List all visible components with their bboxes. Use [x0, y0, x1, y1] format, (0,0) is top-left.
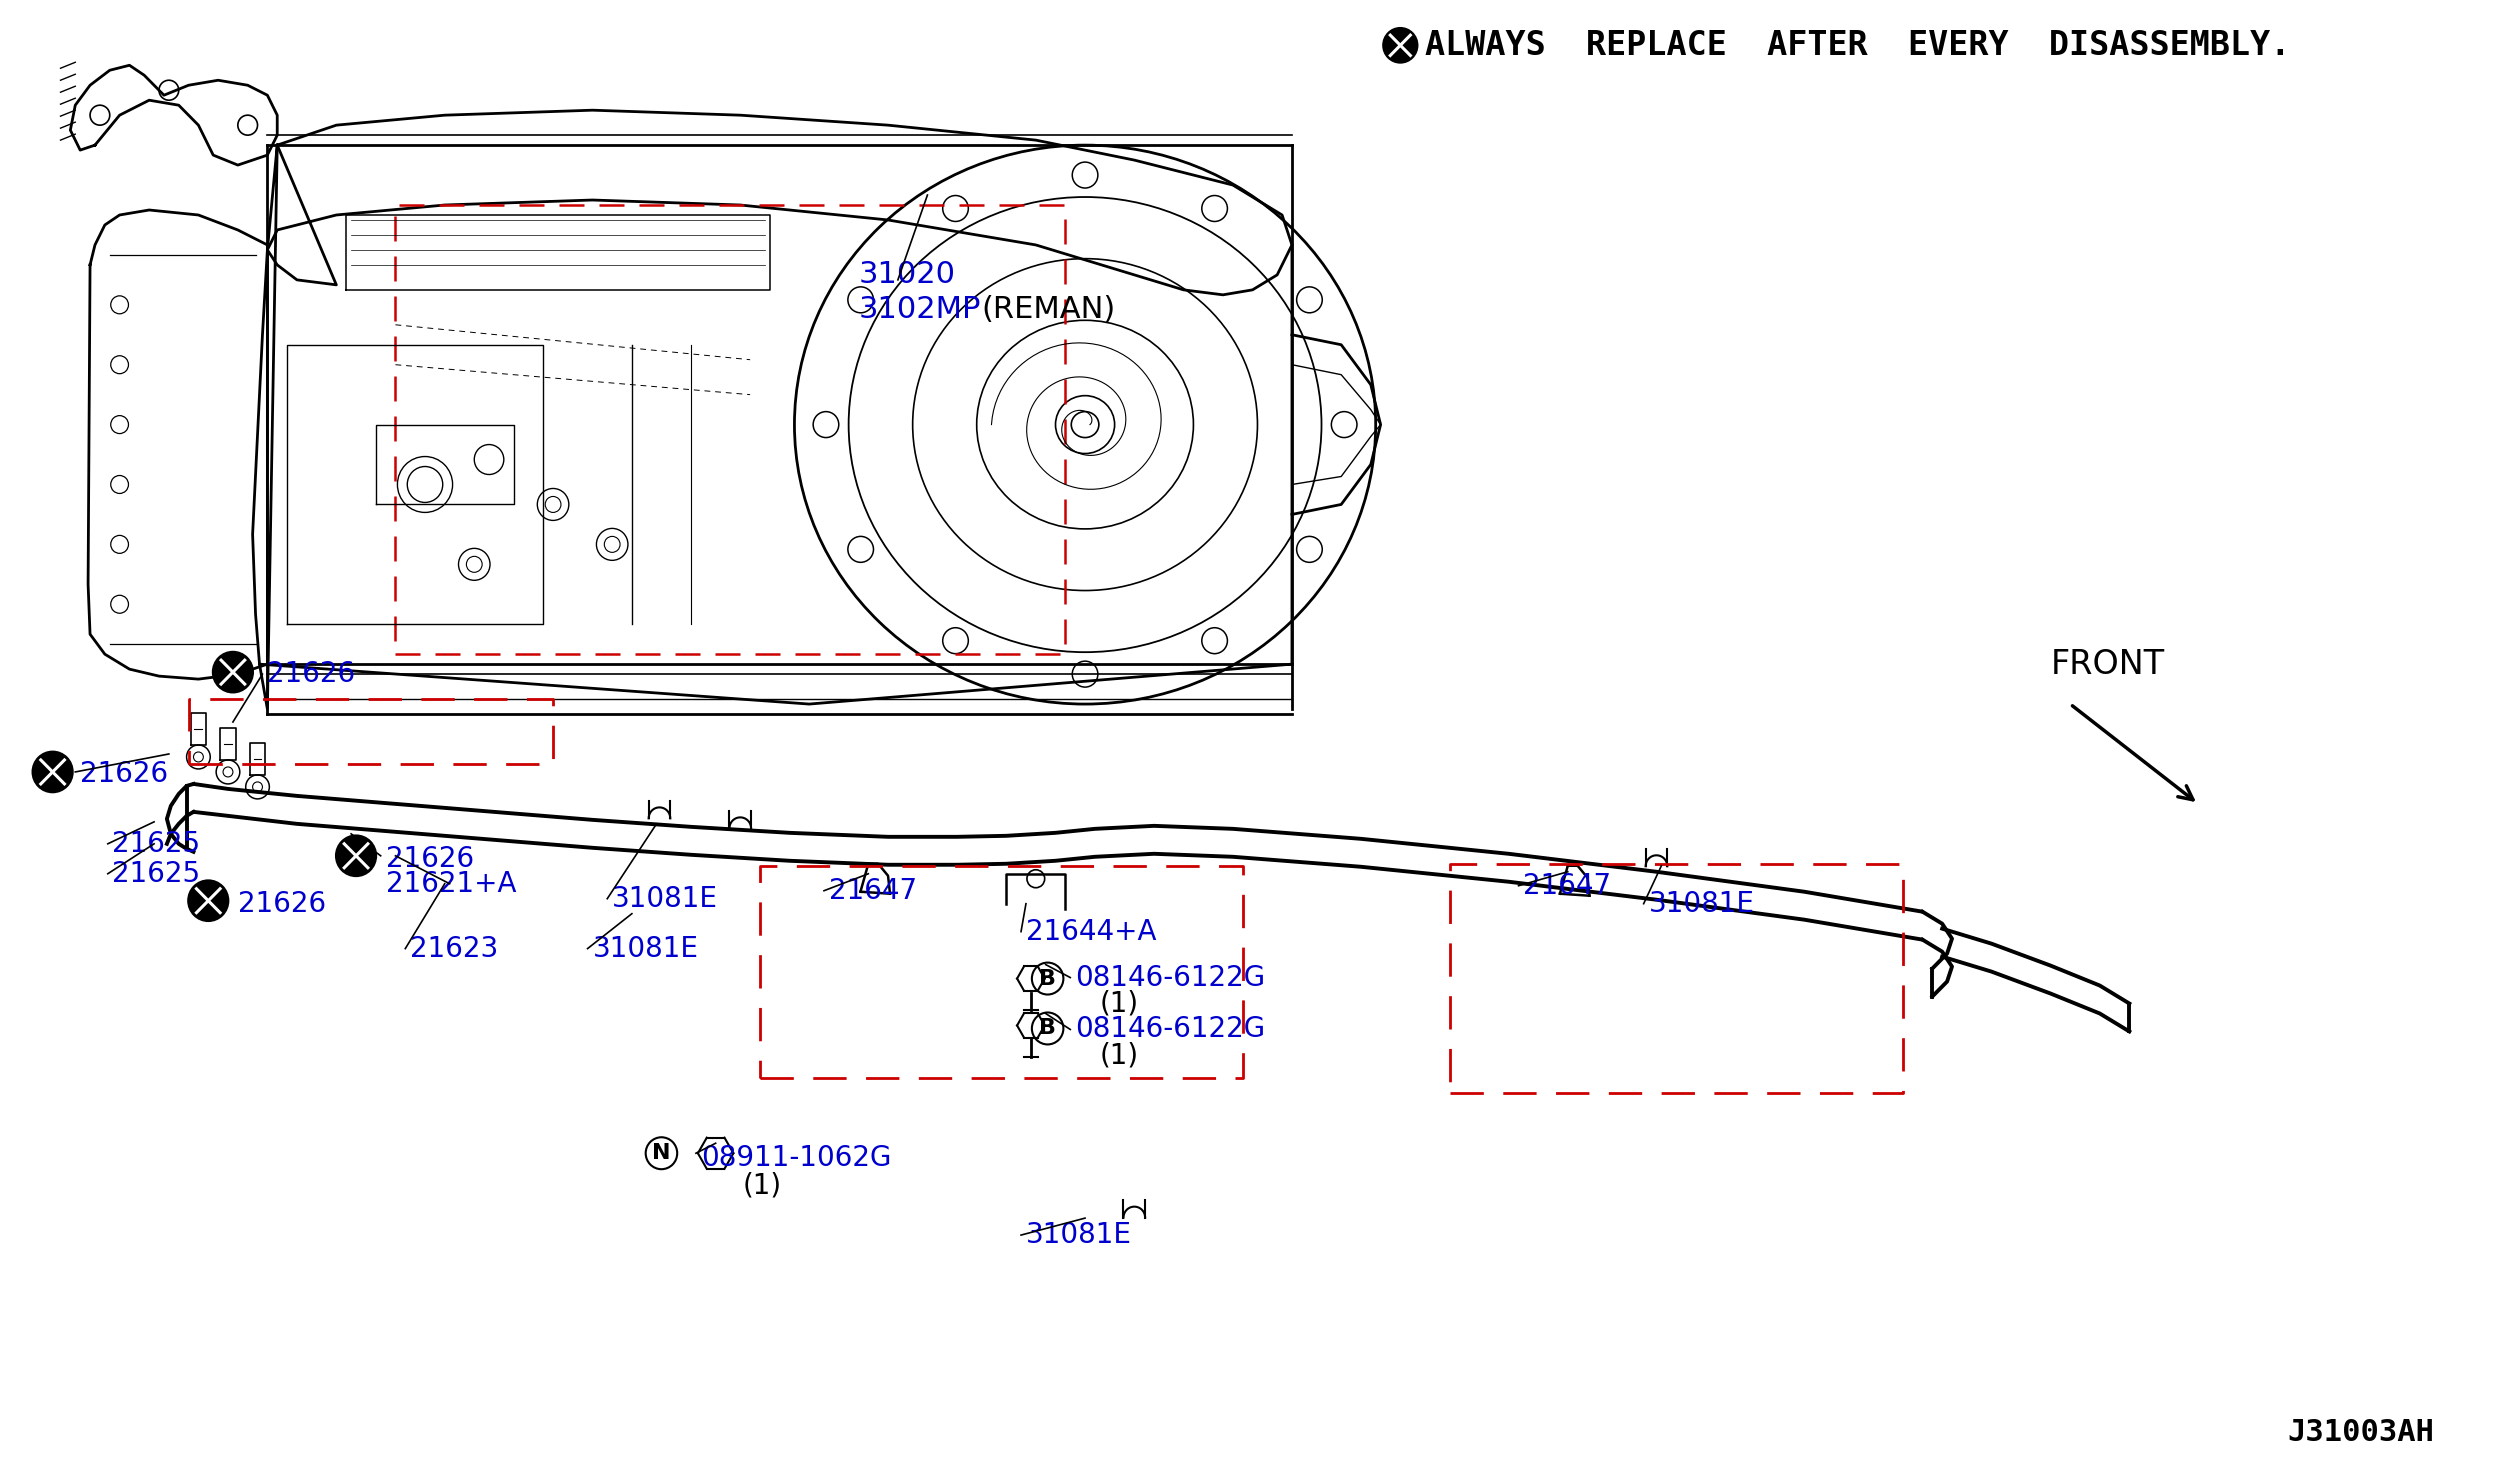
- Text: B: B: [1040, 969, 1057, 988]
- Text: J31003AH: J31003AH: [2288, 1419, 2434, 1447]
- Text: 21626: 21626: [267, 660, 355, 689]
- Text: 21644+A: 21644+A: [1027, 917, 1155, 945]
- Text: ALWAYS  REPLACE  AFTER  EVERY  DISASSEMBLY.: ALWAYS REPLACE AFTER EVERY DISASSEMBLY.: [1425, 28, 2290, 62]
- Text: 21647: 21647: [1523, 871, 1611, 899]
- Text: 21623: 21623: [410, 935, 498, 963]
- Text: 21647: 21647: [828, 877, 916, 905]
- Circle shape: [189, 880, 229, 920]
- Text: B: B: [1040, 1018, 1057, 1039]
- Circle shape: [214, 651, 252, 692]
- Text: 31081E: 31081E: [1027, 1221, 1133, 1250]
- Text: (1): (1): [1100, 990, 1140, 1018]
- Text: 21625: 21625: [111, 830, 199, 858]
- Text: 08146-6122G: 08146-6122G: [1075, 963, 1266, 991]
- Text: 08911-1062G: 08911-1062G: [700, 1144, 891, 1172]
- Text: 31081E: 31081E: [612, 884, 717, 913]
- Text: (1): (1): [1100, 1042, 1140, 1070]
- Text: 08146-6122G: 08146-6122G: [1075, 1015, 1266, 1043]
- Circle shape: [1384, 28, 1417, 62]
- Text: 31081E: 31081E: [591, 935, 700, 963]
- Circle shape: [33, 752, 73, 792]
- Circle shape: [337, 835, 375, 876]
- Text: 31020: 31020: [858, 260, 956, 289]
- Text: (1): (1): [743, 1171, 780, 1199]
- Text: 31081E: 31081E: [1649, 890, 1754, 917]
- Text: N: N: [652, 1143, 670, 1163]
- Text: 21626: 21626: [81, 760, 169, 788]
- Text: (REMAN): (REMAN): [982, 295, 1115, 325]
- Text: FRONT: FRONT: [2051, 647, 2165, 681]
- Text: 21626: 21626: [237, 890, 327, 917]
- Text: 21621+A: 21621+A: [385, 870, 516, 898]
- Text: 21626: 21626: [385, 844, 473, 873]
- Text: 3102MP: 3102MP: [858, 295, 982, 325]
- Text: 21625: 21625: [111, 859, 199, 887]
